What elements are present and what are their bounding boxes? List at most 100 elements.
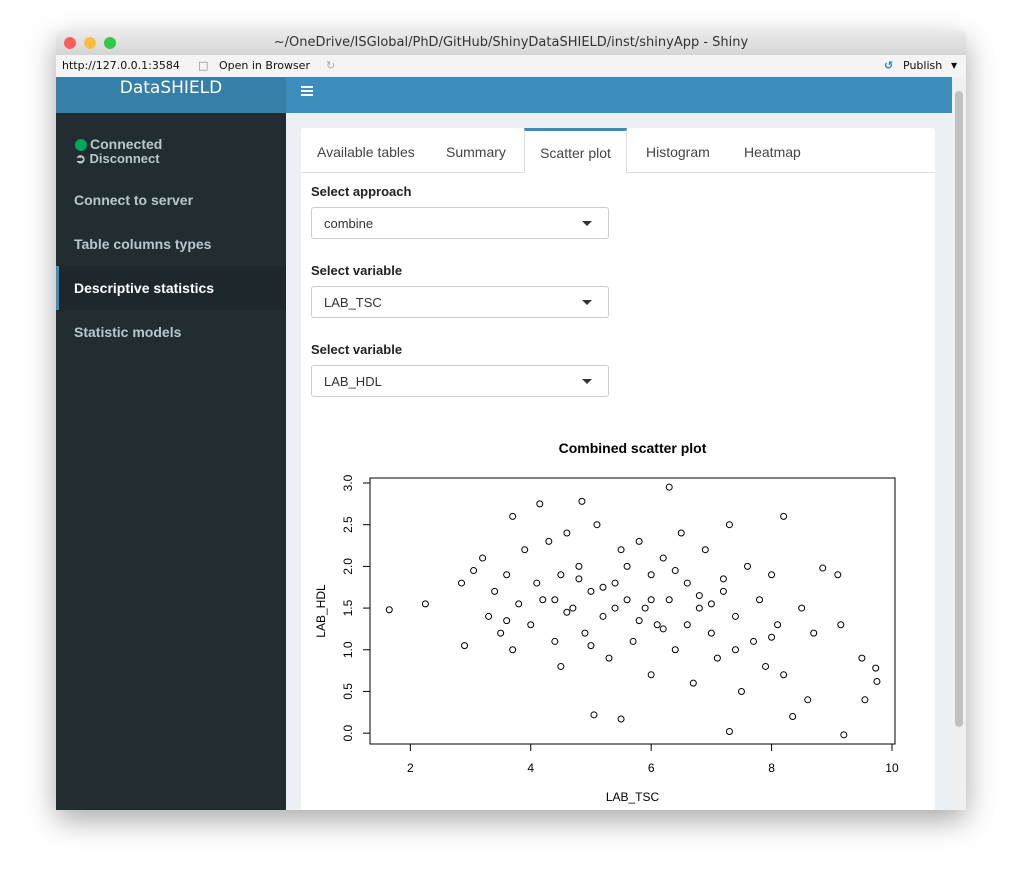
point [731, 646, 739, 654]
point [695, 592, 703, 600]
point [798, 604, 806, 612]
point [659, 625, 667, 633]
point [647, 571, 655, 579]
point [458, 579, 466, 587]
point [497, 629, 505, 637]
select-value: LAB_TSC [324, 295, 382, 310]
point [557, 662, 565, 670]
point [563, 529, 571, 537]
y-axis-label: LAB_HDL [314, 584, 328, 638]
window: ~/OneDrive/ISGlobal/PhD/GitHub/ShinyData… [56, 31, 966, 810]
x-axis-label: LAB_TSC [606, 790, 660, 804]
open-in-browser[interactable]: Open in Browser [219, 59, 310, 72]
browser-icon: □ [198, 59, 209, 72]
point [581, 629, 589, 637]
menu-item[interactable]: Descriptive statistics [56, 266, 286, 310]
tab[interactable]: Heatmap [744, 144, 801, 160]
point [719, 575, 727, 583]
point [629, 637, 637, 645]
scroll-thumb[interactable] [955, 91, 963, 727]
point [503, 617, 511, 625]
window-title: ~/OneDrive/ISGlobal/PhD/GitHub/ShinyData… [273, 35, 749, 50]
y-tick-label: 0.0 [341, 724, 355, 741]
point [665, 483, 673, 491]
point [590, 711, 598, 719]
minimize-button[interactable] [84, 37, 96, 49]
status-dot [75, 139, 87, 151]
point [873, 677, 881, 685]
point [533, 579, 541, 587]
point [756, 596, 764, 604]
x-tick-label: 2 [407, 761, 414, 775]
point [599, 612, 607, 620]
field-label: Select approach [311, 184, 412, 199]
select[interactable]: LAB_HDL [311, 365, 609, 397]
point [659, 554, 667, 562]
point [599, 583, 607, 591]
tab[interactable]: Available tables [317, 144, 415, 160]
select[interactable]: combine [311, 207, 609, 239]
menu-item[interactable]: Table columns types [74, 236, 212, 252]
point [810, 629, 818, 637]
disconnect-text: Disconnect [89, 151, 160, 166]
point [509, 646, 517, 654]
select-value: LAB_HDL [324, 374, 382, 389]
point [461, 642, 469, 650]
publish-button[interactable]: Publish [903, 59, 943, 72]
y-tick-label: 2.0 [341, 558, 355, 575]
point [647, 671, 655, 679]
point [780, 671, 788, 679]
point [509, 512, 517, 520]
y-tick-label: 0.5 [341, 683, 355, 700]
menu-item[interactable]: Statistic models [74, 324, 182, 340]
title-bar: ~/OneDrive/ISGlobal/PhD/GitHub/ShinyData… [56, 31, 966, 55]
point [557, 571, 565, 579]
point [725, 521, 733, 529]
point [840, 731, 848, 739]
close-button[interactable] [64, 37, 76, 49]
point [515, 600, 523, 608]
point [536, 500, 544, 508]
point [569, 604, 577, 612]
tab[interactable]: Summary [446, 144, 506, 160]
select[interactable]: LAB_TSC [311, 286, 609, 318]
point [521, 546, 529, 554]
x-tick-label: 4 [527, 761, 534, 775]
header [286, 77, 952, 113]
point [671, 646, 679, 654]
y-tick-label: 3.0 [341, 474, 355, 491]
url: http://127.0.0.1:3584 [62, 59, 180, 72]
tab[interactable]: Scatter plot [524, 128, 627, 173]
point [611, 579, 619, 587]
y-tick-label: 1.5 [341, 599, 355, 616]
brand: DataSHIELD [56, 77, 286, 113]
status: Connected [90, 136, 163, 152]
menu-toggle[interactable] [300, 81, 320, 101]
disconnect-button[interactable]: ➲ Disconnect [75, 151, 160, 166]
publish-menu[interactable]: ▼ [951, 61, 958, 70]
y-tick-label: 2.5 [341, 516, 355, 533]
point [804, 696, 812, 704]
point [617, 546, 625, 554]
refresh-icon[interactable]: ↻ [326, 59, 336, 72]
toolbar: http://127.0.0.1:3584 □ Open in Browser … [56, 55, 966, 78]
point [587, 642, 595, 650]
y-tick-label: 1.0 [341, 641, 355, 658]
dropdown-caret [582, 379, 592, 384]
point [725, 727, 733, 735]
point [479, 554, 487, 562]
menu-item[interactable]: Connect to server [74, 192, 194, 208]
point [551, 637, 559, 645]
brand-text: DataSHIELD [119, 78, 223, 98]
x-tick-label: 6 [648, 761, 655, 775]
publish-icon: ↺ [884, 59, 894, 72]
x-tick-label: 10 [885, 761, 899, 775]
tab[interactable]: Histogram [646, 144, 710, 160]
point [689, 679, 697, 687]
point [768, 633, 776, 641]
dropdown-caret [582, 300, 592, 305]
point [551, 596, 559, 604]
point [503, 571, 511, 579]
zoom-button[interactable] [104, 37, 116, 49]
